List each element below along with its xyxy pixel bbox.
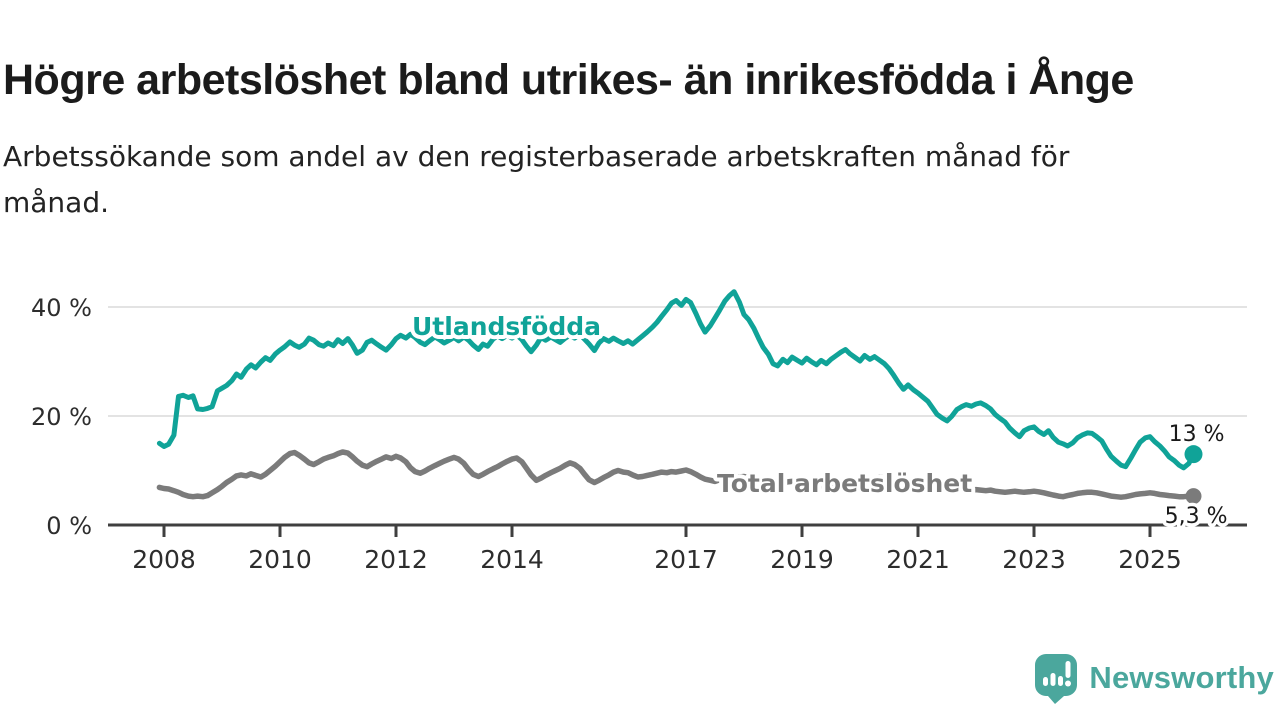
newsworthy-logo: Newsworthy [1033,652,1274,704]
series-end-dot-utlandsfodda [1184,445,1203,464]
y-axis-tick-label: 0 % [46,512,92,540]
logo-bar-3 [1058,676,1064,686]
logo-bar-2 [1050,673,1056,686]
logo-exclamation-dot [1065,680,1072,687]
newsworthy-wordmark: Newsworthy [1089,660,1274,695]
series-end-value-utlandsfodda: 13 % [1169,422,1225,447]
y-axis-tick-label: 40 % [31,294,92,322]
x-axis-tick-label: 2021 [886,545,950,574]
x-axis-tick-label: 2008 [132,545,196,574]
x-axis-tick-label: 2010 [248,545,312,574]
chart-subtitle: Arbetssökande som andel av den registerb… [3,134,1203,226]
x-axis-tick-label: 2012 [364,545,428,574]
series-label-utlandsfodda: Utlandsfödda [412,312,601,341]
x-axis-tick-label: 2014 [480,545,544,574]
series-line-utlandsfodda [156,289,1196,471]
series-line-total-arbetsloshet [156,449,1197,500]
page-title: Högre arbetslöshet bland utrikes- än inr… [3,55,1134,104]
series-end-value-total-arbetsloshet: 5,3 % [1165,504,1228,529]
newsworthy-logo-icon [1035,654,1078,704]
x-axis-tick-label: 2025 [1118,545,1182,574]
x-axis-tick-label: 2017 [654,545,718,574]
chart-subtitle-line-1: Arbetssökande som andel av den registerb… [3,140,1070,173]
series-end-dot-total-arbetsloshet [1185,488,1202,505]
chart-subtitle-line-2: månad. [3,186,110,219]
logo-bar-1 [1043,677,1049,686]
x-axis-tick-label: 2019 [770,545,834,574]
x-axis-tick-label: 2023 [1002,545,1066,574]
logo-exclamation-bar [1065,661,1071,678]
logo-bubble-shape [1035,654,1078,704]
series-label-total-arbetsloshet: Total arbetslöshet [717,469,972,498]
y-axis-tick-label: 20 % [31,403,92,431]
